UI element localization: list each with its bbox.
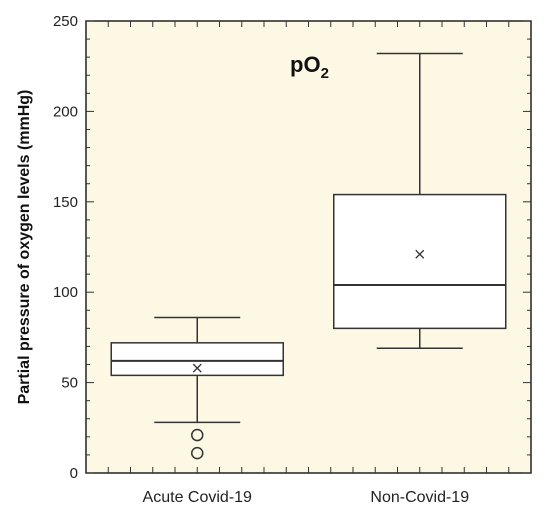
y-axis-label: Partial pressure of oxygen levels (mmHg) [16,90,33,405]
y-tick-label: 200 [53,103,78,120]
boxes-layer [110,52,507,460]
x-axis-labels: Acute Covid-19 Non-Covid-19 [143,489,470,506]
y-tick-label: 250 [53,13,78,30]
box-2 [333,52,507,349]
chart-title-subscript: 2 [321,65,329,82]
outlier-point [191,446,204,460]
x-axis-minor-ticks [107,21,510,473]
chart-title-main: pO [290,52,321,77]
outlier-point [191,428,204,442]
y-tick-label: 50 [61,375,78,392]
box-iqr [333,193,507,330]
mean-marker [192,363,202,373]
y-tick-label: 100 [53,284,78,301]
x-category-label: Non-Covid-19 [370,489,469,506]
mean-marker [415,249,425,259]
chart-title: pO2 [290,52,329,82]
x-category-label: Acute Covid-19 [143,489,252,506]
box-iqr [110,342,284,377]
y-tick-label: 150 [53,194,78,211]
box-1 [110,316,284,460]
y-axis: 0 50 100 150 200 250 [53,13,531,482]
y-tick-label: 0 [70,465,78,482]
